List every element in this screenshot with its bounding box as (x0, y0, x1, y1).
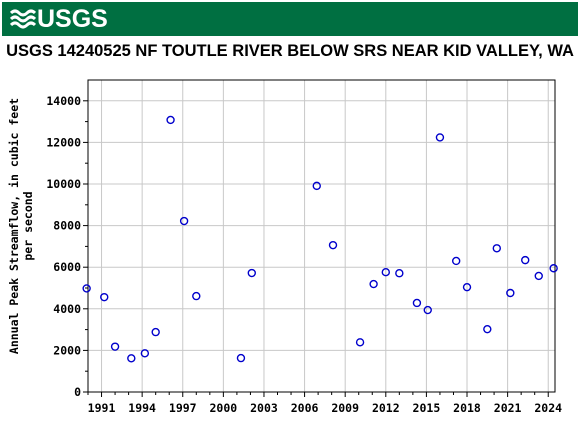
data-point (483, 324, 492, 334)
data-point (435, 133, 445, 142)
data-point (192, 291, 201, 301)
x-tick-label: 2009 (331, 401, 359, 415)
y-tick-label: 4000 (53, 302, 81, 316)
data-point (100, 292, 109, 302)
data-point (247, 268, 256, 278)
x-tick-label: 2018 (453, 401, 481, 415)
data-point (369, 279, 378, 289)
data-point (127, 354, 136, 363)
data-point (521, 255, 530, 265)
y-tick-label: 12000 (46, 135, 81, 149)
y-axis-label: Annual Peak Streamflow, in cubic feet per… (7, 98, 35, 354)
y-axis-label-line1: Annual Peak Streamflow, in cubic feet (7, 98, 21, 354)
x-tick-label: 2015 (413, 401, 441, 415)
x-tick-label: 2006 (291, 401, 319, 415)
data-point (462, 282, 472, 292)
y-tick-label: 2000 (53, 343, 81, 357)
data-point (506, 288, 515, 298)
x-tick-label: 1994 (128, 401, 156, 415)
x-tick-label: 2012 (372, 401, 400, 415)
usgs-logo-text: USGS (37, 5, 108, 33)
y-axis-label-line2: per second (21, 191, 35, 260)
data-point (492, 244, 501, 253)
points-layer (82, 115, 558, 363)
data-point (534, 271, 543, 281)
data-point (381, 267, 390, 277)
data-point (549, 264, 558, 273)
x-tick-label: 2003 (250, 401, 278, 415)
y-tick-label: 6000 (53, 260, 81, 274)
data-point (312, 181, 321, 191)
usgs-logo[interactable]: USGS (10, 5, 108, 33)
x-tick-label: 2000 (210, 401, 238, 415)
data-point (412, 298, 422, 308)
data-point (395, 269, 404, 278)
usgs-banner: USGS (2, 2, 578, 36)
data-point (355, 338, 365, 347)
usgs-wave-icon (10, 9, 36, 29)
x-tick-label: 2021 (494, 401, 522, 415)
y-tick-label: 0 (74, 385, 81, 399)
x-tick-label: 1991 (88, 401, 116, 415)
data-point (451, 256, 461, 266)
grid-layer (88, 80, 555, 392)
labels-layer: 0 2000 4000 6000 8000 10000 12000 14000 1991 1994… (7, 94, 562, 415)
data-point (236, 353, 246, 363)
data-point (179, 216, 189, 226)
data-point (82, 284, 91, 293)
y-tick-label: 10000 (46, 177, 81, 191)
y-tick-label: 8000 (53, 219, 81, 233)
x-tick-label: 1997 (169, 401, 197, 415)
data-point (110, 342, 120, 351)
plot-frame (87, 79, 556, 393)
y-tick-label: 14000 (46, 94, 81, 108)
data-point (166, 115, 175, 125)
data-point (328, 240, 338, 250)
data-point (140, 349, 150, 358)
data-point (151, 327, 160, 337)
data-point (423, 305, 432, 315)
ticks-layer (83, 100, 549, 397)
x-tick-label: 2024 (534, 401, 562, 415)
chart-title: USGS 14240525 NF TOUTLE RIVER BELOW SRS … (6, 42, 574, 60)
